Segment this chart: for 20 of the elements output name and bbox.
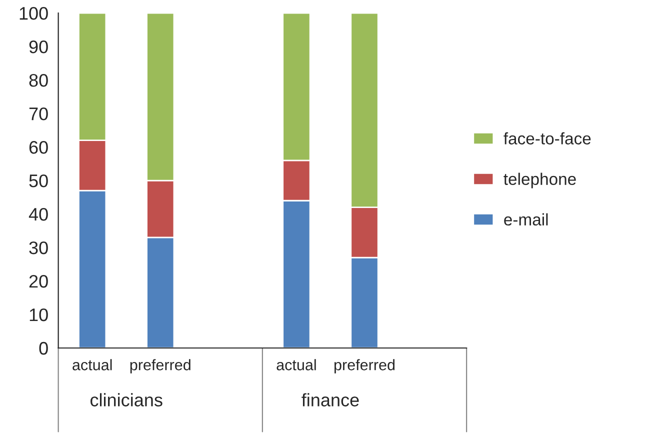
- y-tick-label: 100: [20, 6, 48, 20]
- x-tick-label: actual: [72, 359, 112, 370]
- y-tick-label: 20: [29, 274, 48, 288]
- y-tick-label: 80: [29, 74, 48, 87]
- legend-label: face-to-face: [504, 132, 591, 144]
- text: finance: [302, 393, 359, 406]
- x-tick-label: preferred: [334, 359, 395, 374]
- y-tick-label: 90: [29, 40, 48, 54]
- y-tick-label: 70: [29, 107, 48, 120]
- y-tick-label: 50: [29, 174, 48, 188]
- y-tick-label: 10: [30, 308, 48, 322]
- x-tick-label: preferred: [130, 359, 190, 374]
- y-tick-label: 40: [28, 208, 48, 221]
- y-tick-label: 30: [29, 241, 48, 254]
- legend-label: e-mail: [504, 213, 548, 226]
- x-tick-label: actual: [276, 359, 316, 370]
- text: clinicians: [90, 393, 162, 406]
- y-tick-label: 60: [29, 140, 48, 154]
- y-tick-label: 0: [39, 342, 48, 355]
- legend-label: telephone: [504, 172, 576, 188]
